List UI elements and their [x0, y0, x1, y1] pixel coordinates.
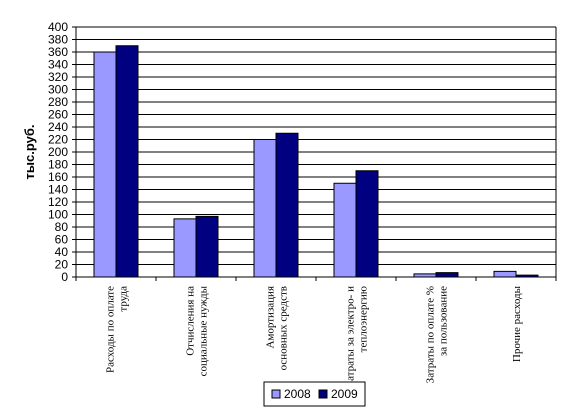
y-tick-label: 80 — [55, 220, 69, 234]
y-tick-label: 220 — [48, 133, 68, 147]
y-tick-label: 20 — [55, 258, 69, 272]
y-tick-label: 380 — [48, 33, 68, 47]
gridlines — [76, 26, 556, 265]
y-tick-label: 360 — [48, 45, 68, 59]
y-tick-label: 60 — [55, 233, 69, 247]
category-label: Затраты за электро- и — [345, 286, 357, 387]
category-label: основных средств — [278, 286, 290, 370]
legend-label-2008: 2008 — [284, 387, 311, 401]
y-tick-label: 280 — [48, 95, 68, 109]
y-tick-label: 240 — [48, 120, 68, 134]
y-tick-label: 40 — [55, 245, 69, 259]
category-label: Отчисления на — [185, 286, 197, 356]
category-labels: Расходы по оплате труда Отчисления на социа… — [105, 285, 524, 386]
bars — [93, 45, 539, 278]
category-label: Расходы по оплате — [105, 286, 117, 373]
category-label: Затраты по оплате % — [425, 286, 437, 383]
legend: 2008 2009 — [263, 381, 366, 407]
y-tick-label: 0 — [61, 270, 68, 284]
axes — [72, 26, 557, 281]
bar-2009-1 — [195, 215, 219, 278]
bar-2008-5 — [493, 270, 517, 278]
y-tick-label: 340 — [48, 58, 68, 72]
bar-2009-0 — [115, 45, 139, 278]
category-label: Прочие расходы — [511, 285, 523, 362]
bar-2009-3 — [355, 170, 379, 278]
y-tick-label: 160 — [48, 170, 68, 184]
y-tick-labels: 0204060801001201401601802002202402602803… — [48, 20, 68, 284]
legend-swatch-2009 — [318, 389, 328, 399]
category-label: социальные нужды — [198, 285, 210, 376]
y-tick-label: 300 — [48, 83, 68, 97]
y-tick-label: 400 — [48, 20, 68, 34]
bar-2009-4 — [435, 272, 459, 278]
bar-2008-2 — [253, 139, 277, 278]
y-tick-label: 200 — [48, 145, 68, 159]
bar-2008-3 — [333, 182, 357, 278]
y-axis-title: тыс.руб. — [22, 125, 37, 180]
bar-2008-1 — [173, 218, 197, 278]
y-tick-label: 120 — [48, 195, 68, 209]
legend-box — [263, 381, 366, 407]
category-label: за пользование — [438, 286, 450, 356]
category-label: Амортизация — [265, 286, 277, 349]
y-tick-label: 260 — [48, 108, 68, 122]
bar-2009-2 — [275, 132, 299, 278]
bar-2008-0 — [93, 51, 117, 278]
y-tick-label: 140 — [48, 183, 68, 197]
legend-label-2009: 2009 — [331, 387, 358, 401]
y-tick-label: 320 — [48, 70, 68, 84]
y-tick-label: 100 — [48, 208, 68, 222]
y-tick-label: 180 — [48, 158, 68, 172]
legend-swatch-2008 — [271, 389, 281, 399]
category-label: труда — [118, 286, 130, 312]
category-label: теплоэнергию — [358, 286, 370, 352]
